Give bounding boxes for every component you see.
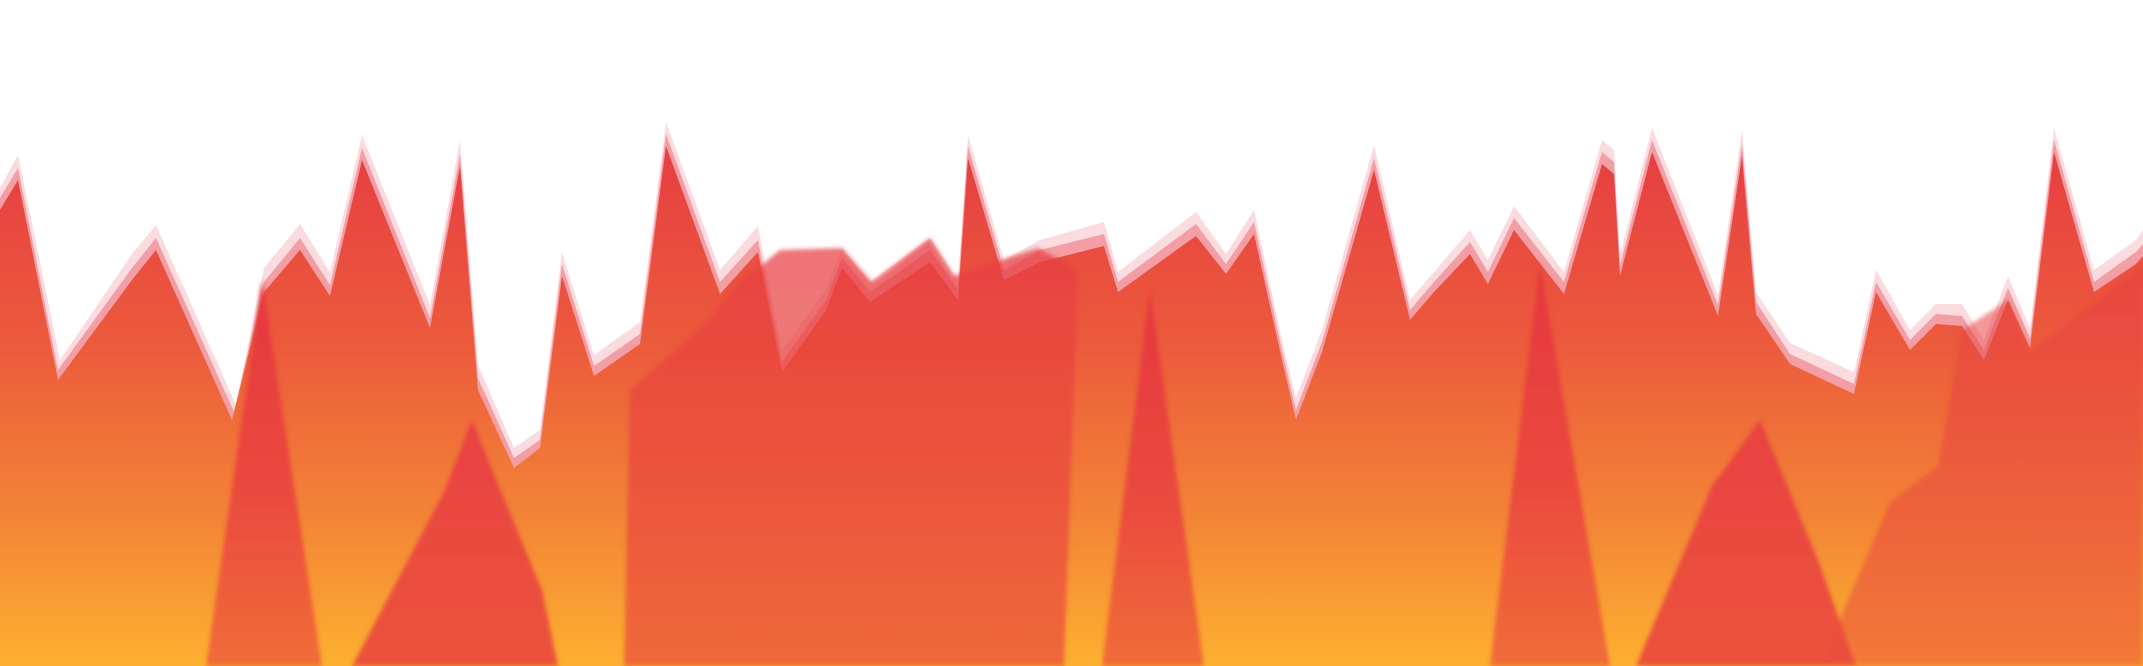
inner-spike-left [206, 280, 322, 666]
base-flame-tongues [352, 238, 2143, 666]
base-tongue-far-right [1820, 266, 2143, 666]
base-tongue-mid [624, 238, 1078, 666]
inner-flame-spikes [206, 264, 1610, 666]
inner-spike-right [1490, 264, 1610, 666]
base-tongue-right [1636, 420, 1856, 666]
inner-spike-center [1102, 290, 1204, 666]
base-tongue-left [352, 420, 558, 666]
